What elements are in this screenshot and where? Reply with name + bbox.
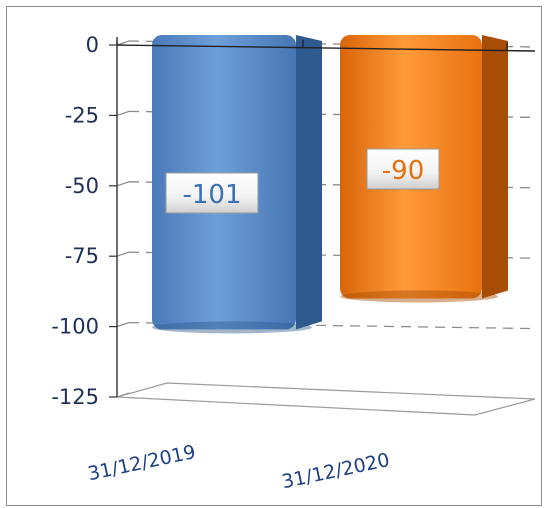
y-tick-label: 0	[86, 33, 99, 57]
y-tick-label: -100	[51, 315, 99, 339]
data-label-box	[165, 172, 259, 214]
y-tick-label: -125	[51, 385, 99, 409]
x-axis-line	[116, 44, 536, 52]
chart-frame: 0 -25 -50 -75 -100 -125 31/12/2019 31/12/2020 -…	[6, 6, 542, 506]
bar-bottom	[152, 321, 312, 334]
data-label-31-12-2019: -101	[165, 172, 259, 214]
gridline-depth	[116, 251, 130, 257]
chart-floor	[116, 382, 536, 416]
bar-chart: 0 -25 -50 -75 -100 -125 31/12/2019 31/12/2020 -…	[51, 33, 536, 493]
y-tick-label: -25	[65, 103, 99, 127]
gridline-depth	[116, 322, 130, 328]
data-label-text: -101	[182, 180, 241, 210]
data-labels: -101 -90	[165, 148, 440, 214]
gridlines	[116, 40, 536, 416]
gridline-depth	[116, 181, 130, 187]
gridline-depth	[116, 110, 130, 116]
x-category-label: 31/12/2020	[280, 449, 392, 493]
data-label-box	[366, 148, 440, 190]
data-label-31-12-2020: -90	[366, 148, 440, 190]
y-tick-label: -50	[65, 174, 99, 198]
bar-bottom	[340, 290, 498, 303]
bar-side	[482, 35, 508, 299]
data-label-text: -90	[382, 156, 424, 186]
bar-side	[296, 35, 322, 330]
y-tick-label: -75	[65, 244, 99, 268]
x-category-label: 31/12/2019	[86, 441, 198, 485]
